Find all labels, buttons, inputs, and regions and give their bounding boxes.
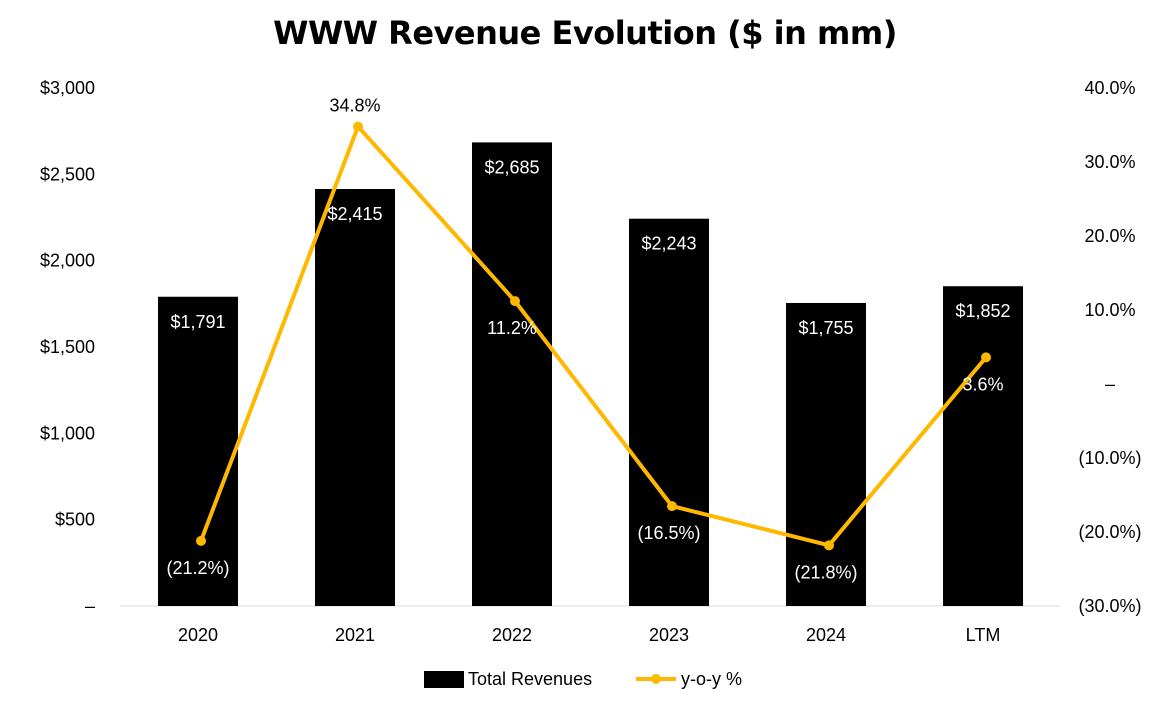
bar: [472, 142, 552, 606]
legend-swatch-marker: [651, 674, 661, 684]
left-tick-label: $2,000: [40, 251, 95, 271]
yoy-point: [196, 535, 206, 546]
legend-label-total-revenues: Total Revenues: [468, 669, 592, 689]
right-tick-label: 30.0%: [1084, 152, 1135, 172]
yoy-point: [981, 352, 991, 363]
yoy-point: [353, 121, 363, 132]
right-tick-label: 40.0%: [1084, 78, 1135, 98]
yoy-value-label: (21.2%): [166, 558, 229, 578]
x-tick-label: 2020: [178, 625, 218, 645]
left-tick-label: $1,500: [40, 337, 95, 357]
bar: [629, 218, 709, 606]
bar-value-label: $1,755: [798, 318, 853, 338]
left-tick-label: $2,500: [40, 164, 95, 184]
yoy-point: [824, 540, 834, 551]
bar: [315, 189, 395, 606]
x-axis: 2020 2021 2022 2023 2024 LTM: [178, 625, 1000, 645]
bar-value-label: $1,791: [170, 312, 225, 332]
x-tick-label: 2021: [335, 625, 375, 645]
left-axis: – $500 $1,000 $1,500 $2,000 $2,500 $3,000: [40, 78, 95, 616]
yoy-value-label: 11.2%: [487, 318, 537, 338]
yoy-value-label: 3.6%: [962, 374, 1003, 394]
bar-value-label: $2,415: [327, 204, 382, 224]
bar-series: [158, 142, 1023, 606]
yoy-line: [199, 124, 988, 548]
right-tick-label: 10.0%: [1084, 300, 1135, 320]
yoy-value-label: (16.5%): [637, 523, 700, 543]
legend: Total Revenues y-o-y %: [424, 669, 742, 689]
chart-title: WWW Revenue Evolution ($ in mm): [273, 14, 897, 52]
yoy-point: [667, 501, 677, 512]
bar-value-label: $1,852: [955, 301, 1010, 321]
right-tick-label: (10.0%): [1078, 448, 1141, 468]
bar-labels: $1,791 $2,415 $2,685 $2,243 $1,755 $1,852: [170, 157, 1010, 338]
bar-value-label: $2,685: [484, 157, 539, 177]
yoy-value-label: (21.8%): [794, 562, 857, 582]
right-tick-label: 20.0%: [1084, 226, 1135, 246]
x-tick-label: 2024: [806, 625, 846, 645]
right-tick-label: (20.0%): [1078, 522, 1141, 542]
left-tick-label: $1,000: [40, 423, 95, 443]
left-tick-label: $500: [55, 510, 95, 530]
bar: [943, 286, 1023, 606]
x-tick-label: LTM: [966, 625, 1001, 645]
right-tick-label: (30.0%): [1078, 596, 1141, 616]
x-tick-label: 2022: [492, 625, 532, 645]
line-series: [196, 121, 991, 551]
left-tick-label: –: [85, 596, 95, 616]
right-axis: (30.0%) (20.0%) (10.0%) – 10.0% 20.0% 30.0% 40.…: [1078, 78, 1141, 616]
legend-label-yoy: y-o-y %: [681, 669, 742, 689]
bar: [158, 296, 238, 606]
yoy-value-label: 34.8%: [329, 95, 380, 115]
right-tick-label: –: [1105, 374, 1115, 394]
left-tick-label: $3,000: [40, 78, 95, 98]
x-tick-label: 2023: [649, 625, 689, 645]
bar: [786, 302, 866, 606]
pct-labels: (21.2%) 34.8% 11.2% (16.5%) (21.8%) 3.6%: [166, 95, 1003, 582]
yoy-point: [510, 296, 520, 307]
legend-swatch-bar: [424, 671, 464, 688]
bar-value-label: $2,243: [641, 234, 696, 254]
